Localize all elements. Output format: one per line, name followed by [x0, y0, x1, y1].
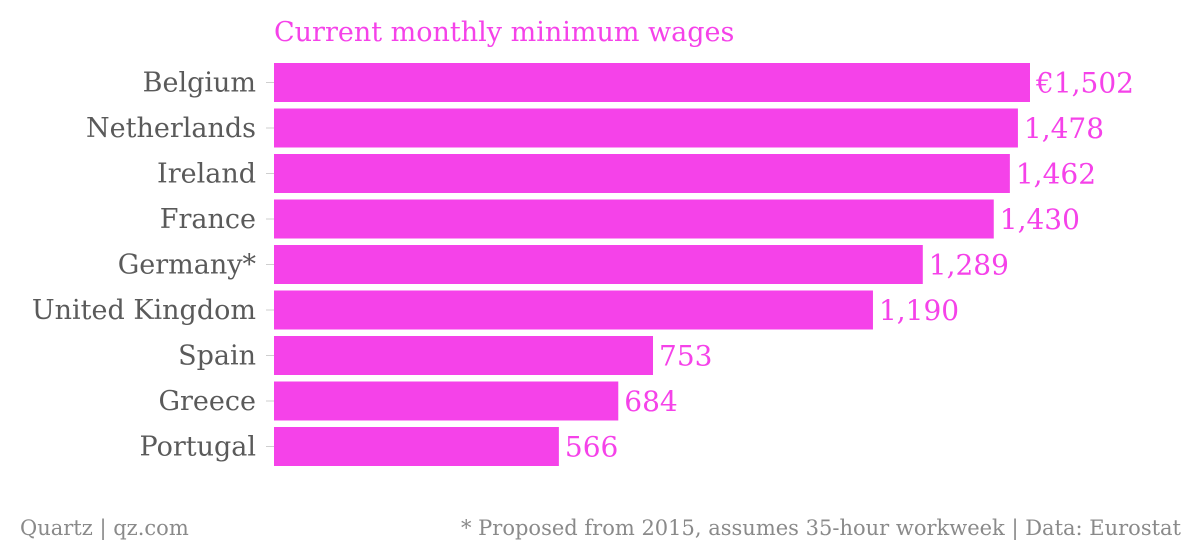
category-label-portugal: Portugal	[140, 432, 257, 463]
category-label-france: France	[160, 204, 256, 235]
category-label-united-kingdom: United Kingdom	[32, 295, 256, 326]
value-label-portugal: 566	[565, 431, 618, 464]
category-labels-group: Belgium Netherlands Ireland France Germany* U…	[32, 68, 257, 463]
value-label-ireland: 1,462	[1016, 158, 1096, 191]
bars-group	[274, 63, 1030, 466]
bar-greece	[274, 381, 619, 421]
ticks-group	[266, 82, 274, 447]
bar-france	[274, 199, 994, 239]
bar-germany	[274, 245, 923, 284]
value-label-spain: 753	[659, 340, 712, 373]
footer-source: Quartz | qz.com	[20, 516, 189, 541]
bar-spain	[274, 336, 654, 375]
value-label-greece: 684	[624, 385, 677, 418]
category-label-belgium: Belgium	[143, 68, 256, 99]
chart-title: Current monthly minimum wages	[274, 17, 734, 48]
bar-netherlands	[274, 108, 1018, 148]
value-label-belgium: €1,502	[1035, 67, 1134, 100]
value-label-france: 1,430	[1000, 203, 1080, 236]
value-label-united-kingdom: 1,190	[879, 294, 959, 327]
value-label-netherlands: 1,478	[1024, 112, 1104, 145]
category-label-netherlands: Netherlands	[86, 113, 256, 144]
category-label-spain: Spain	[178, 341, 256, 372]
category-label-greece: Greece	[158, 386, 256, 417]
bar-united-kingdom	[274, 290, 873, 330]
bar-belgium	[274, 63, 1030, 102]
value-label-germany: 1,289	[929, 249, 1009, 282]
category-label-ireland: Ireland	[157, 159, 256, 190]
footer-note: * Proposed from 2015, assumes 35-hour wo…	[461, 516, 1182, 541]
bar-portugal	[274, 427, 559, 466]
bar-ireland	[274, 154, 1010, 193]
category-label-germany: Germany*	[118, 250, 257, 281]
